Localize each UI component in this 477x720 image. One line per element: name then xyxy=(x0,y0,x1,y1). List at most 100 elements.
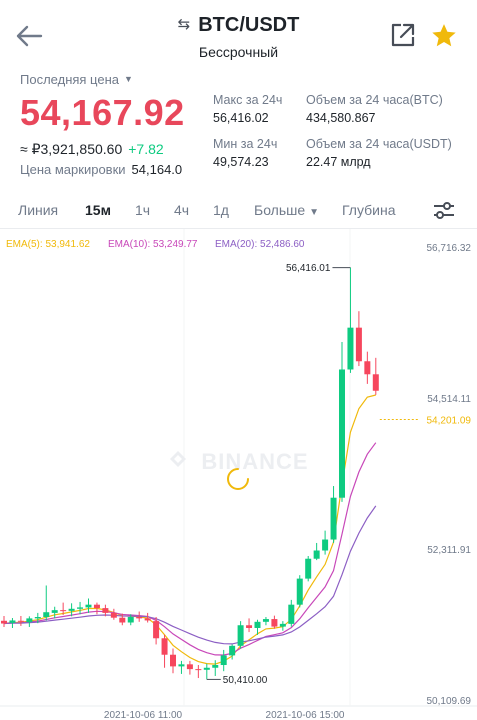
candle-body xyxy=(170,654,176,667)
fiat-price: ≈ ₽3,921,850.60 xyxy=(20,141,123,157)
candle-body xyxy=(9,620,16,623)
stat-volume-btc-label: Объем за 24 часа(BTC) xyxy=(306,93,443,107)
candle-body xyxy=(288,604,295,624)
candle-body xyxy=(322,539,329,551)
tab-15m[interactable]: 15м xyxy=(85,202,111,218)
candle-body xyxy=(110,612,117,618)
mark-price-label: Цена маркировки xyxy=(20,162,126,177)
price-change: +7.82 xyxy=(128,141,164,157)
candle-body xyxy=(229,645,236,656)
candle-body xyxy=(153,621,160,639)
ema-line-5 xyxy=(3,394,376,665)
star-icon xyxy=(432,24,456,47)
candle-body xyxy=(279,623,286,627)
x-tick-label: 2021-10-06 11:00 xyxy=(104,710,183,720)
candle-body xyxy=(186,664,193,670)
stat-high-label: Макс за 24ч xyxy=(213,93,283,107)
tab-line[interactable]: Линия xyxy=(18,202,59,218)
candle-body xyxy=(144,618,151,621)
contract-type: Бессрочный xyxy=(198,44,279,60)
candle-body xyxy=(246,625,253,628)
stat-volume-usdt-label: Объем за 24 часа(USDT) xyxy=(306,137,452,151)
stat-volume-btc-value: 434,580.867 xyxy=(306,111,376,125)
candle-body xyxy=(178,664,185,667)
mark-price: 54,164.0 xyxy=(131,162,183,177)
candle-body xyxy=(372,374,379,391)
tab-1d[interactable]: 1д xyxy=(213,202,229,218)
chart-canvas[interactable]: BINANCE EMA(5): 53,941.62 EMA(10): 53,249.… xyxy=(0,229,477,720)
ema-legend-2: EMA(20): 52,486.60 xyxy=(215,239,305,250)
tab-4h[interactable]: 4ч xyxy=(174,202,190,218)
candle-body xyxy=(1,620,7,624)
candle-body xyxy=(34,617,41,619)
watermark-text: BINANCE xyxy=(201,449,308,474)
candle-body xyxy=(262,619,269,622)
candle-body xyxy=(119,617,126,623)
sliders-icon xyxy=(434,202,454,219)
ema-legend-1: EMA(10): 53,249.77 xyxy=(108,239,198,250)
candle-body xyxy=(220,655,227,666)
max-price-label: 56,416.01 xyxy=(286,263,331,274)
mark-price-line: Цена маркировки 54,164.0 xyxy=(20,162,182,177)
candle-body xyxy=(136,617,143,619)
x-tick-label: 2021-10-06 15:00 xyxy=(266,710,345,720)
candle-body xyxy=(68,608,75,611)
pair-title: BTC/USDT xyxy=(198,14,300,36)
y-tick-label: 56,716.32 xyxy=(427,243,472,254)
loading-spinner-icon xyxy=(227,468,249,490)
y-tick-label: 52,311.91 xyxy=(427,545,471,556)
candle-body xyxy=(93,604,100,609)
pair-selector[interactable]: ⇆ BTC/USDT xyxy=(0,14,477,37)
tab-more[interactable]: Больше ▼ xyxy=(254,202,319,218)
stat-low-value: 49,574.23 xyxy=(213,155,269,169)
caret-down-icon: ▼ xyxy=(309,207,320,218)
candle-body xyxy=(43,612,50,618)
candle-body xyxy=(203,667,210,670)
stat-volume-usdt-value: 22.47 млрд xyxy=(306,155,371,169)
stat-high: Макс за 24ч 56,416.02 xyxy=(213,93,282,125)
candle-body xyxy=(364,361,371,375)
candle-body xyxy=(60,610,67,612)
ema-legend-0: EMA(5): 53,941.62 xyxy=(6,239,90,250)
candle-body xyxy=(296,578,303,605)
chart-settings-button[interactable] xyxy=(432,200,456,222)
candle-body xyxy=(254,621,261,628)
back-button[interactable] xyxy=(14,22,44,50)
last-price: 54,167.92 xyxy=(20,92,185,133)
candle-body xyxy=(26,618,33,623)
top-bar: ⇆ BTC/USDT Бессрочный xyxy=(0,0,477,68)
last-price-label: Последняя цена xyxy=(20,72,119,87)
tab-1h[interactable]: 1ч xyxy=(135,202,151,218)
candle-body xyxy=(347,327,354,370)
binance-logo-icon xyxy=(170,451,186,467)
candle-body xyxy=(339,369,345,498)
candle-body xyxy=(161,638,168,655)
candle-body xyxy=(330,497,337,540)
last-price-selector[interactable]: Последняя цена ▼ xyxy=(20,72,133,87)
tab-depth[interactable]: Глубина xyxy=(342,202,396,218)
candle-body xyxy=(305,558,312,579)
share-button[interactable] xyxy=(390,22,416,48)
candle-body xyxy=(85,604,92,608)
stat-volume-usdt: Объем за 24 часа(USDT) 22.47 млрд xyxy=(306,137,452,169)
candle-body xyxy=(51,610,58,613)
fiat-price-line: ≈ ₽3,921,850.60 +7.82 xyxy=(20,141,164,158)
ema-line-20 xyxy=(3,505,377,645)
arrow-left-icon xyxy=(16,25,43,47)
candle-body xyxy=(237,625,244,646)
stat-high-value: 56,416.02 xyxy=(213,111,269,125)
stat-low-label: Мин за 24ч xyxy=(213,137,278,151)
y-tick-label: 50,109.69 xyxy=(427,696,472,707)
candle-body xyxy=(127,617,134,623)
candle-body xyxy=(355,327,362,362)
stat-low: Мин за 24ч 49,574.23 xyxy=(213,137,277,169)
current-price-label: 54,201.09 xyxy=(427,415,472,426)
favorite-button[interactable] xyxy=(430,22,458,50)
candle-body xyxy=(77,607,84,609)
candle-body xyxy=(271,619,278,627)
stat-volume-btc: Объем за 24 часа(BTC) 434,580.867 xyxy=(306,93,443,125)
candle-body xyxy=(313,550,320,559)
ema-line-10 xyxy=(3,442,377,656)
candlestick-chart[interactable]: BINANCE EMA(5): 53,941.62 EMA(10): 53,249.… xyxy=(0,228,477,720)
candle-body xyxy=(102,608,109,613)
